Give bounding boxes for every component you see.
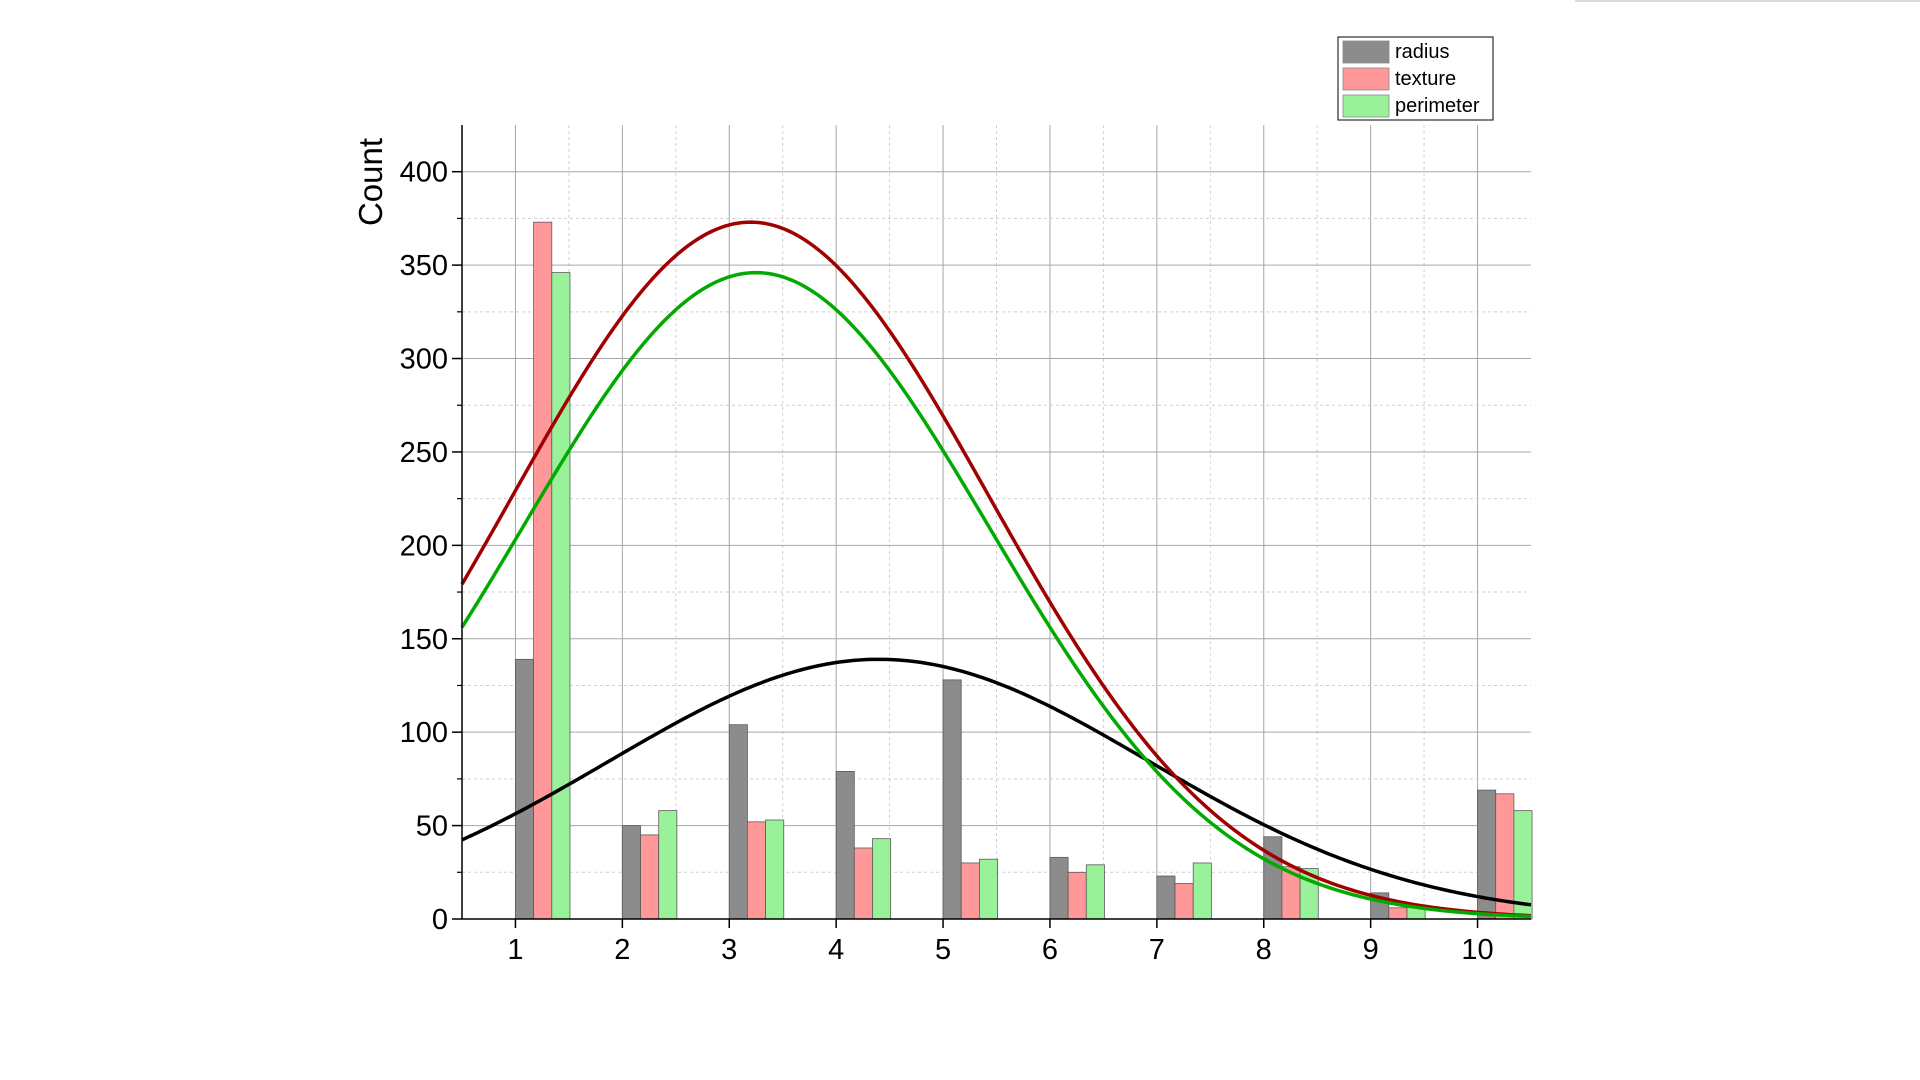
fit-curves (460, 220, 1532, 919)
bar-texture (960, 862, 980, 920)
bar-texture (747, 821, 766, 920)
x-tick-label: 6 (1042, 934, 1058, 966)
legend-swatch-texture (1342, 67, 1390, 91)
y-tick-label: 400 (400, 157, 448, 189)
bar-radius (835, 771, 855, 920)
y-tick-label: 350 (400, 250, 448, 282)
x-tick-label: 1 (507, 934, 523, 966)
bar-perimeter (1192, 862, 1212, 920)
bar-radius (942, 679, 962, 920)
grid (462, 125, 1531, 919)
axes (452, 125, 1531, 928)
bar-perimeter (551, 272, 571, 920)
x-tick-label: 3 (721, 934, 737, 966)
bar-perimeter (765, 819, 785, 920)
bar-texture (1174, 883, 1194, 920)
bars (515, 221, 1533, 920)
window-edge-line (1575, 0, 1920, 2)
y-tick-label: 150 (400, 624, 448, 656)
bar-texture (1388, 907, 1408, 920)
bar-texture (533, 221, 553, 920)
bar-texture (853, 847, 873, 920)
legend-label-texture: texture (1395, 68, 1456, 90)
bar-radius (1263, 836, 1283, 920)
tick-labels: 0 50 100 150 200 250 300 350 400 1 2 3 4 5 6 7 8 9 10 (400, 157, 1494, 966)
y-tick-label: 250 (400, 437, 448, 469)
bar-radius (728, 724, 748, 920)
bar-perimeter (658, 810, 678, 920)
bar-perimeter (978, 858, 998, 920)
legend-swatch-perimeter (1342, 94, 1390, 118)
x-tick-label: 2 (614, 934, 630, 966)
bar-texture (640, 834, 660, 920)
fit-curve-radius (461, 657, 1532, 907)
y-tick-label: 200 (400, 530, 448, 562)
y-tick-label: 300 (400, 344, 448, 376)
bar-radius (515, 658, 535, 920)
bar-perimeter (872, 838, 892, 920)
bar-perimeter (1085, 864, 1105, 920)
bar-radius (1049, 856, 1069, 920)
y-tick-label: 50 (416, 811, 448, 843)
x-tick-label: 7 (1149, 934, 1165, 966)
x-tick-label: 8 (1256, 934, 1272, 966)
y-tick-label: 100 (400, 717, 448, 749)
fit-curve-texture (460, 220, 1532, 918)
x-tick-label: 9 (1363, 934, 1379, 966)
legend-label-radius: radius (1395, 41, 1449, 63)
bar-radius (621, 825, 641, 920)
bar-texture (1067, 871, 1087, 920)
legend: radius texture perimeter (1337, 36, 1494, 121)
y-axis-title: Count (352, 138, 389, 226)
bar-radius (1156, 875, 1176, 920)
legend-label-perimeter: perimeter (1395, 95, 1480, 117)
x-tick-label: 10 (1461, 934, 1493, 966)
x-tick-label: 5 (935, 934, 951, 966)
y-tick-label: 0 (432, 904, 448, 936)
legend-swatch-radius (1342, 40, 1390, 64)
fit-curve-perimeter (460, 270, 1532, 919)
x-tick-label: 4 (828, 934, 844, 966)
